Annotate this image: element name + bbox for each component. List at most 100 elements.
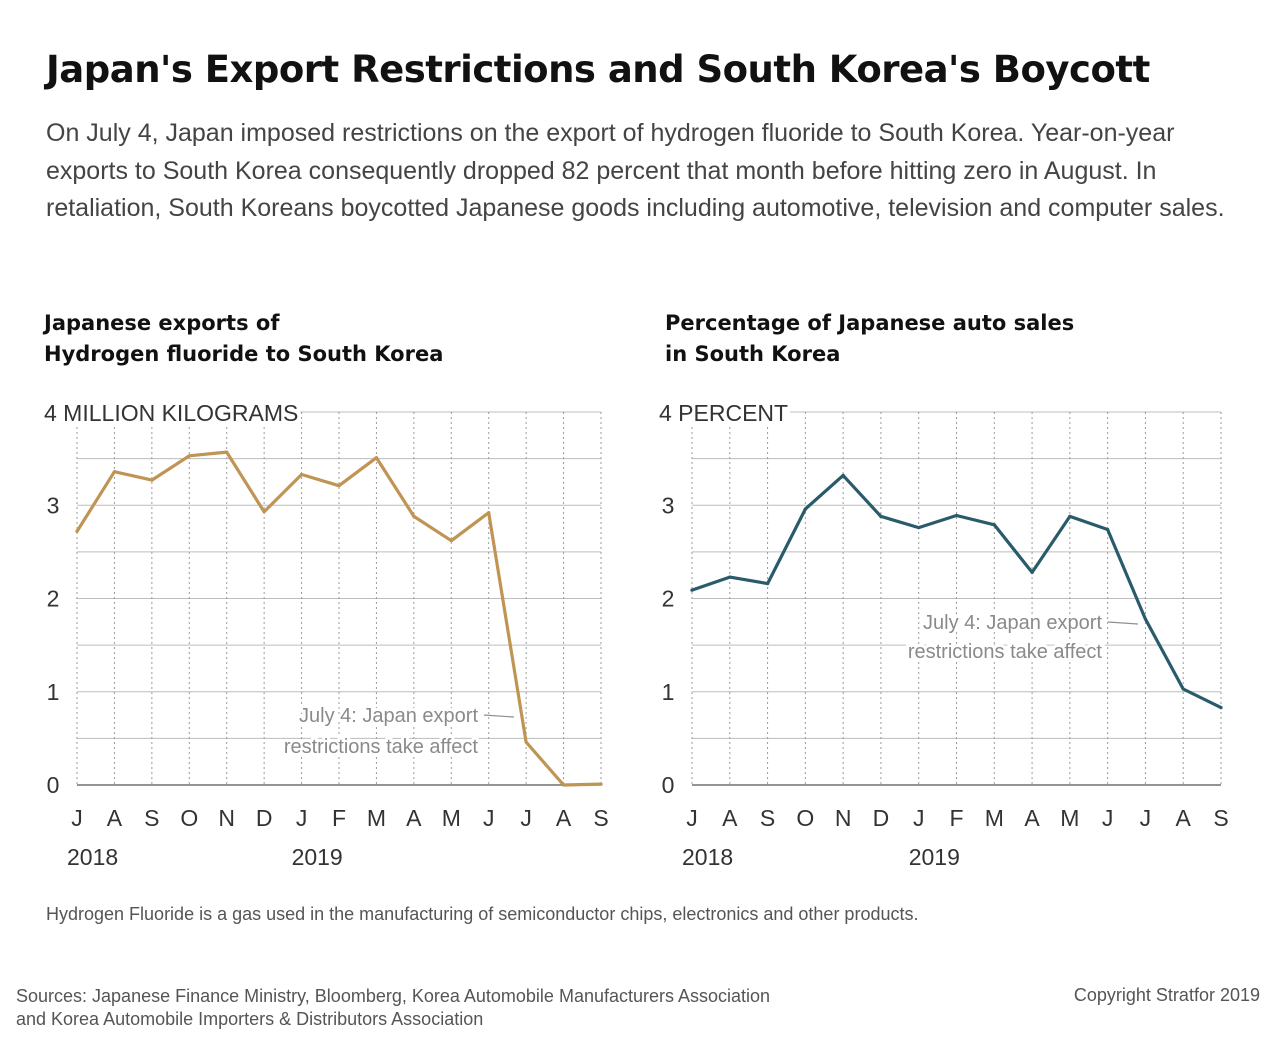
hf-data-point: [337, 484, 341, 488]
auto-data-point: [1068, 514, 1072, 519]
auto-data-point: [1219, 706, 1223, 710]
sources-line1: Sources: Japanese Finance Ministry, Bloo…: [16, 986, 771, 1006]
x-tick-label: M: [367, 805, 386, 831]
x-tick-label: A: [406, 805, 422, 831]
auto-data-point: [803, 507, 807, 511]
x-tick-label: S: [1213, 805, 1228, 831]
page-subtitle: On July 4, Japan imposed restrictions on…: [46, 119, 1225, 222]
auto-data-point: [1030, 570, 1034, 574]
hf-data-point: [524, 740, 528, 744]
annotation-leader: [483, 714, 515, 718]
x-tick-label: A: [1024, 805, 1040, 831]
annotation-text: July 4: Japan export: [299, 705, 478, 727]
hf-data-point: [412, 514, 416, 519]
auto-data-point: [1181, 687, 1185, 691]
y-tick-label: 1: [662, 679, 675, 705]
auto-data-point: [917, 526, 921, 530]
x-tick-label: S: [144, 805, 159, 831]
x-tick-label: N: [835, 805, 852, 831]
year-label: 2019: [909, 844, 960, 870]
hf-data-point: [112, 470, 117, 474]
sources: Sources: Japanese Finance Ministry, Bloo…: [16, 985, 770, 1031]
auto-data-point: [728, 575, 732, 579]
left-chart-title: Japanese exports of Hydrogen fluoride to…: [44, 308, 604, 370]
x-tick-label: M: [985, 805, 1004, 831]
x-tick-label: D: [873, 805, 890, 831]
unit-label-bg: [42, 400, 301, 426]
hf-data-point: [449, 539, 453, 543]
x-tick-label: J: [1140, 805, 1152, 831]
x-tick-label: J: [913, 805, 925, 831]
year-label: 2019: [292, 844, 343, 870]
footnote: Hydrogen Fluoride is a gas used in the m…: [46, 904, 919, 924]
hf-data-point: [225, 450, 229, 454]
annotation-text-halo: July 4: Japan export: [299, 705, 478, 727]
x-tick-label: O: [180, 805, 198, 831]
x-tick-label: J: [296, 805, 308, 831]
auto-data-point: [879, 514, 883, 519]
x-tick-label: J: [1102, 805, 1114, 831]
right-chart-title-line1: Percentage of Japanese auto sales: [665, 311, 1075, 335]
annotation-text: July 4: Japan export: [923, 612, 1102, 634]
unit-label: 4 PERCENT: [659, 400, 788, 426]
auto-data-point: [765, 581, 770, 586]
right-chart-title: Percentage of Japanese auto sales in Sou…: [665, 308, 1225, 370]
y-tick-label: 2: [662, 586, 675, 612]
annotation-text-halo: July 4: Japan export: [923, 612, 1102, 634]
auto-data-point: [992, 523, 996, 527]
auto-data-point: [690, 588, 694, 592]
left-chart-title-line2: Hydrogen fluoride to South Korea: [44, 342, 444, 366]
auto-data-point: [841, 473, 845, 478]
copyright: Copyright Stratfor 2019: [1073, 985, 1260, 1005]
x-tick-label: J: [686, 805, 698, 831]
sources-line2: and Korea Automobile Importers & Distrib…: [16, 1009, 484, 1029]
hf-data-point: [187, 454, 191, 458]
y-tick-label: 3: [47, 492, 60, 518]
auto-data-point: [1143, 617, 1148, 621]
annotation-text-halo: restrictions take affect: [908, 641, 1103, 663]
x-tick-label: M: [1060, 805, 1079, 831]
hf-data-point: [299, 472, 304, 477]
auto-data-point: [1106, 527, 1110, 532]
unit-label-bg: [657, 400, 791, 426]
x-tick-label: S: [760, 805, 775, 831]
hf-data-point: [487, 511, 491, 515]
x-tick-label: F: [949, 805, 963, 831]
hf-data-point: [75, 529, 79, 533]
x-tick-label: D: [256, 805, 273, 831]
x-tick-label: A: [556, 805, 572, 831]
auto-data-point: [954, 513, 959, 518]
left-chart-title-line1: Japanese exports of: [44, 311, 280, 335]
y-tick-label: 3: [662, 492, 675, 518]
annotation-text-halo: restrictions take affect: [284, 736, 479, 758]
hf-data-point: [599, 782, 603, 786]
y-tick-label: 0: [47, 772, 60, 798]
hf-data-point: [374, 456, 379, 460]
annotation-leader: [1107, 621, 1139, 625]
x-tick-label: A: [1176, 805, 1192, 831]
hf-data-point: [561, 783, 566, 787]
unit-label: 4 MILLION KILOGRAMS: [44, 400, 298, 426]
x-tick-label: F: [332, 805, 346, 831]
x-tick-label: M: [442, 805, 461, 831]
y-tick-label: 1: [47, 679, 60, 705]
y-tick-label: 2: [47, 586, 60, 612]
x-tick-label: O: [796, 805, 814, 831]
year-label: 2018: [682, 844, 733, 870]
hf-data-point: [150, 478, 154, 482]
annotation-text: restrictions take affect: [908, 641, 1103, 663]
year-label: 2018: [67, 844, 118, 870]
annotation-text: restrictions take affect: [284, 736, 479, 758]
page-title: Japan's Export Restrictions and South Ko…: [46, 48, 1150, 91]
x-tick-label: N: [218, 805, 235, 831]
x-tick-label: J: [483, 805, 495, 831]
right-chart-title-line2: in South Korea: [665, 342, 841, 366]
x-tick-label: A: [107, 805, 123, 831]
x-tick-label: J: [520, 805, 532, 831]
x-tick-label: S: [593, 805, 608, 831]
hf-data-point: [262, 510, 266, 514]
x-tick-label: A: [722, 805, 738, 831]
